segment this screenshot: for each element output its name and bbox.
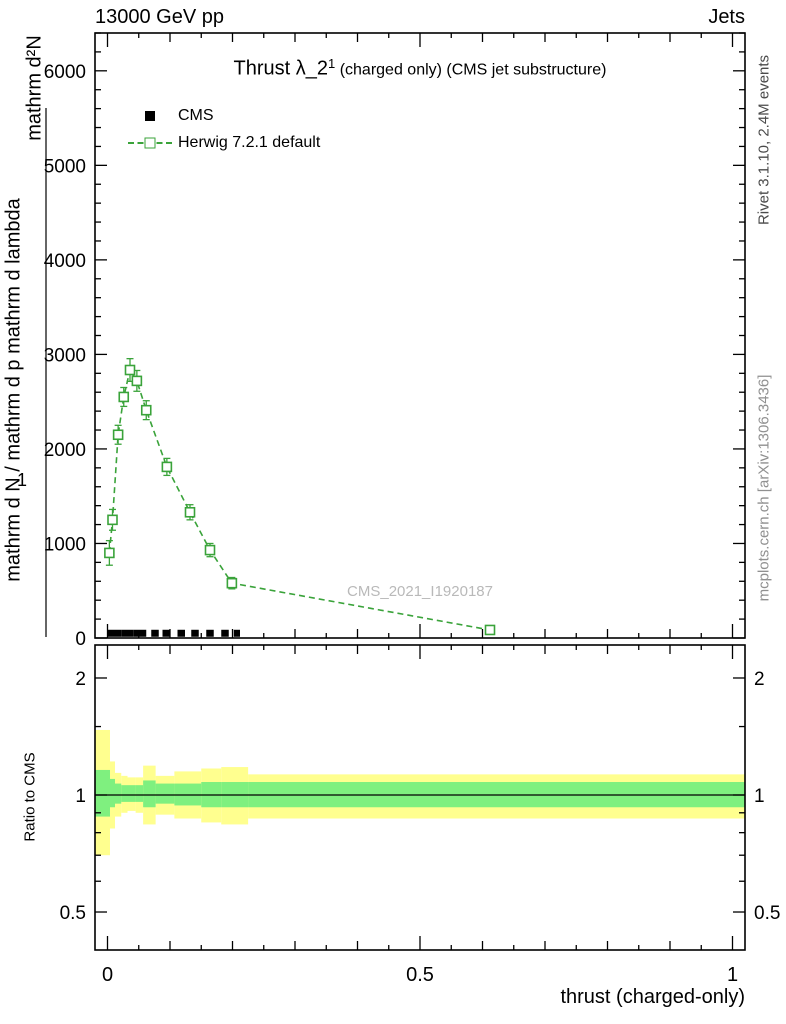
y-axis-label-numerator: mathrm d²N — [23, 35, 46, 141]
analysis-group-label: Jets — [708, 6, 745, 28]
herwig-marker — [161, 461, 173, 473]
cms-data-marker — [206, 629, 214, 637]
green-band-segment — [115, 783, 122, 804]
tick-label: 0 — [102, 964, 113, 986]
legend-label-herwig: Herwig 7.2.1 default — [178, 133, 321, 151]
tick-label: 2 — [75, 669, 86, 690]
tick-label: 6000 — [44, 62, 86, 83]
herwig-marker — [184, 506, 196, 518]
cms-data-marker — [107, 629, 115, 637]
legend-item-cms: CMS — [128, 102, 320, 129]
green-band-segment — [110, 778, 115, 808]
cms-data-marker — [133, 629, 140, 637]
data-series-cms — [107, 629, 240, 637]
green-band-segment — [127, 785, 136, 802]
herwig-marker-icon — [128, 137, 172, 148]
plot-title: Thrust λ_21 (charged only) (CMS jet subs… — [95, 56, 745, 80]
cms-data-marker — [221, 629, 229, 637]
cms-data-marker — [162, 629, 170, 637]
herwig-marker — [107, 514, 118, 526]
rivet-version-label: Rivet 3.1.10, 2.4M events — [755, 54, 773, 226]
cms-marker-icon — [128, 110, 172, 121]
herwig-marker — [204, 544, 216, 556]
cms-data-marker — [191, 629, 199, 637]
green-band-segment — [121, 785, 128, 802]
axis-ticks — [95, 32, 745, 950]
herwig-marker — [140, 404, 152, 416]
cms-data-marker — [121, 629, 128, 637]
x-axis-label: thrust (charged-only) — [560, 986, 745, 1008]
herwig-marker — [112, 429, 124, 441]
tick-label: 0.5 — [754, 903, 780, 924]
herwig-marker — [131, 375, 143, 387]
tick-label: 1000 — [44, 534, 86, 555]
green-band-segment — [155, 783, 175, 804]
tick-label: 2000 — [44, 440, 86, 461]
ratio-axis-label: Ratio to CMS — [21, 752, 39, 842]
tick-label: 0.5 — [60, 903, 86, 924]
tick-label: 3000 — [44, 345, 86, 366]
tick-label: 1 — [727, 964, 738, 986]
beam-energy-label: 13000 GeV pp — [95, 6, 224, 28]
tick-label: 1 — [754, 786, 765, 807]
green-band-segment — [95, 769, 110, 817]
tick-label: 0 — [75, 629, 86, 650]
y-axis-label-denominator: mathrm d N / mathrm d p mathrm d lambda — [2, 198, 25, 582]
cms-data-marker — [151, 629, 159, 637]
tick-label: 2 — [754, 669, 765, 690]
mcplots-reference-label: mcplots.cern.ch [arXiv:1306.3436] — [755, 374, 773, 602]
green-band-segment — [143, 780, 156, 808]
herwig-marker — [226, 577, 238, 589]
analysis-id-watermark: CMS_2021_I1920187 — [347, 583, 493, 600]
legend: CMS Herwig 7.2.1 default — [128, 102, 320, 156]
tick-labels: 0 1000 2000 3000 4000 5000 6000 0.5 0.5 1 1 2 2 0 0.5 1 — [44, 62, 781, 986]
herwig-marker — [484, 624, 496, 636]
mc-series-herwig — [104, 358, 496, 636]
tick-label: 4000 — [44, 251, 86, 272]
plot-title-main: Thrust λ_2 — [233, 57, 329, 80]
ratio-uncertainty-bands — [95, 729, 745, 856]
herwig-marker — [124, 364, 136, 376]
herwig-marker — [104, 547, 115, 559]
tick-label: 0.5 — [406, 964, 434, 986]
legend-item-herwig: Herwig 7.2.1 default — [128, 129, 320, 156]
y-axis-label-prefix: 1 — [17, 470, 28, 490]
herwig-marker — [118, 391, 130, 403]
cms-data-marker — [233, 629, 240, 637]
cms-data-marker — [127, 629, 134, 637]
cms-data-marker — [140, 629, 147, 637]
herwig-dashed-line — [108, 367, 491, 631]
plot-title-superscript: 1 — [328, 56, 336, 71]
legend-label-cms: CMS — [178, 106, 214, 124]
cms-data-marker — [115, 629, 122, 637]
plot-title-detail: (charged only) (CMS jet substructure) — [335, 61, 607, 79]
tick-label: 1 — [75, 786, 86, 807]
green-band-segment — [135, 785, 144, 802]
tick-label: 5000 — [44, 156, 86, 177]
cms-data-marker — [177, 629, 185, 637]
